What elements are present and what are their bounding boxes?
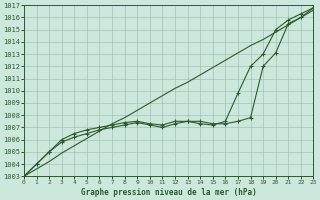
X-axis label: Graphe pression niveau de la mer (hPa): Graphe pression niveau de la mer (hPa) — [81, 188, 257, 197]
